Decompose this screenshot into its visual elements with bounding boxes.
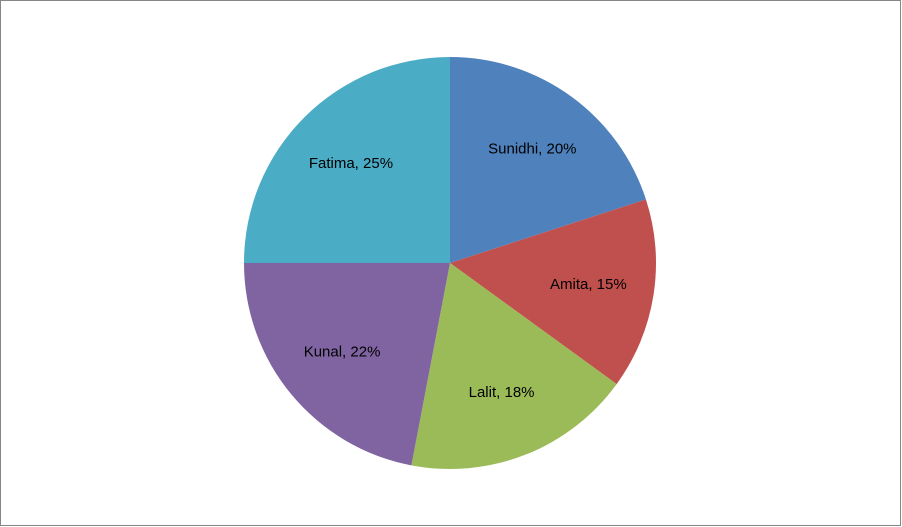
pie-slice xyxy=(450,57,646,263)
slice-label: Fatima, 25% xyxy=(309,155,393,172)
slice-label: Sunidhi, 20% xyxy=(488,141,576,158)
slice-label: Kunal, 22% xyxy=(304,343,381,360)
slice-label: Amita, 15% xyxy=(550,276,627,293)
slice-label: Lalit, 18% xyxy=(469,384,535,401)
pie-slice xyxy=(411,263,617,469)
pie-slice xyxy=(450,199,656,385)
pie-slice xyxy=(244,263,450,466)
pie-slice xyxy=(244,57,450,263)
